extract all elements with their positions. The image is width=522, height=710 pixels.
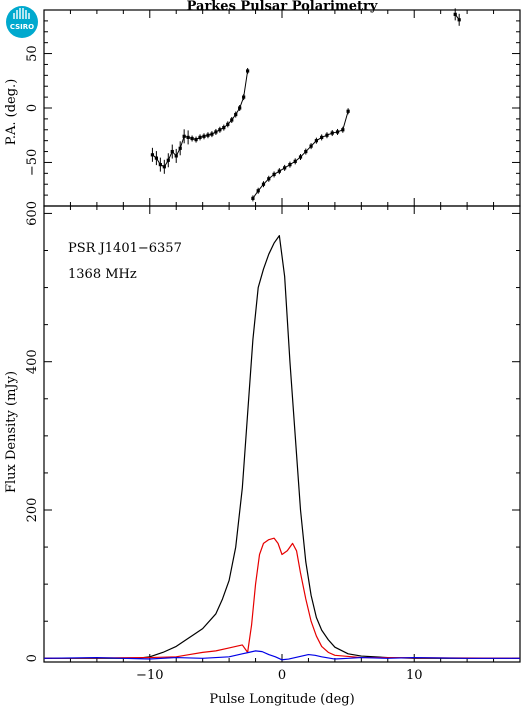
- pa-point: [206, 133, 210, 137]
- flux-y-axis-label: Flux Density (mJy): [4, 371, 19, 493]
- pa-point: [210, 132, 214, 136]
- pa-point: [242, 95, 246, 99]
- pa-point: [218, 128, 222, 132]
- pa-data: [150, 8, 461, 202]
- pa-point: [341, 128, 345, 132]
- pa-point: [178, 146, 182, 150]
- pa-y-tick-label: −50: [25, 149, 40, 176]
- logo-circle: [6, 6, 38, 38]
- pa-panel-frame: [43, 9, 521, 207]
- pa-point: [186, 135, 190, 139]
- flux-y-tick-label: 600: [25, 201, 40, 226]
- pa-point: [261, 182, 266, 186]
- logo-bars: [13, 8, 30, 19]
- flux-y-tick-label: 0: [25, 654, 40, 662]
- flux-data: [43, 235, 521, 661]
- pa-point: [194, 137, 198, 142]
- pulsar-name-annotation: PSR J1401−6357: [68, 241, 182, 256]
- pa-point: [154, 156, 158, 160]
- pa-y-tick-label: 0: [25, 104, 40, 112]
- pa-point: [202, 134, 206, 138]
- pa-point: [298, 155, 303, 159]
- pa-point: [166, 158, 170, 162]
- x-tick-label: 0: [278, 668, 286, 683]
- pa-point: [283, 166, 287, 170]
- pa-point: [272, 172, 276, 177]
- pa-point: [238, 106, 242, 110]
- pa-point: [304, 149, 308, 154]
- pa-point: [214, 130, 218, 134]
- pa-point: [158, 163, 162, 167]
- pa-point: [453, 12, 457, 16]
- x-tick-label: −10: [136, 668, 163, 683]
- pa-point: [150, 153, 155, 157]
- pa-point: [198, 135, 202, 139]
- logo-text: CSIRO: [10, 23, 34, 31]
- pa-point: [256, 189, 260, 193]
- x-axis-label: Pulse Longitude (deg): [209, 692, 354, 707]
- x-tick-label: 10: [406, 668, 423, 683]
- pa-y-axis-label: P.A. (deg.): [4, 79, 19, 146]
- pa-point: [346, 109, 350, 113]
- flux-series-line: [44, 235, 520, 659]
- pa-point: [222, 126, 226, 130]
- pa-point: [230, 118, 234, 122]
- pa-point: [174, 154, 178, 158]
- pa-point: [457, 18, 461, 22]
- flux-y-tick-label: 400: [25, 349, 40, 374]
- pa-point: [330, 131, 334, 135]
- pa-point: [314, 139, 318, 143]
- pa-point: [190, 136, 194, 141]
- pa-point: [288, 163, 292, 167]
- pa-point: [251, 196, 255, 200]
- pa-point: [309, 144, 313, 148]
- pa-axes: −50 0 50: [25, 10, 520, 206]
- pa-point: [277, 169, 281, 173]
- pa-point: [325, 133, 329, 137]
- pa-point: [182, 134, 186, 138]
- pa-point: [320, 135, 324, 139]
- pa-point: [246, 69, 250, 73]
- pa-point: [170, 149, 174, 154]
- pa-point: [162, 165, 166, 169]
- pa-point: [226, 122, 230, 126]
- pa-y-tick-label: 50: [25, 45, 40, 62]
- pa-point: [335, 130, 340, 134]
- frequency-annotation: 1368 MHz: [68, 267, 137, 282]
- pa-point: [293, 159, 297, 163]
- flux-series-line: [43, 537, 521, 659]
- csiro-logo: CSIRO: [6, 6, 38, 38]
- pa-point: [234, 112, 238, 117]
- flux-series-line: [43, 650, 520, 661]
- flux-y-tick-label: 200: [25, 498, 40, 523]
- pa-point: [267, 177, 271, 181]
